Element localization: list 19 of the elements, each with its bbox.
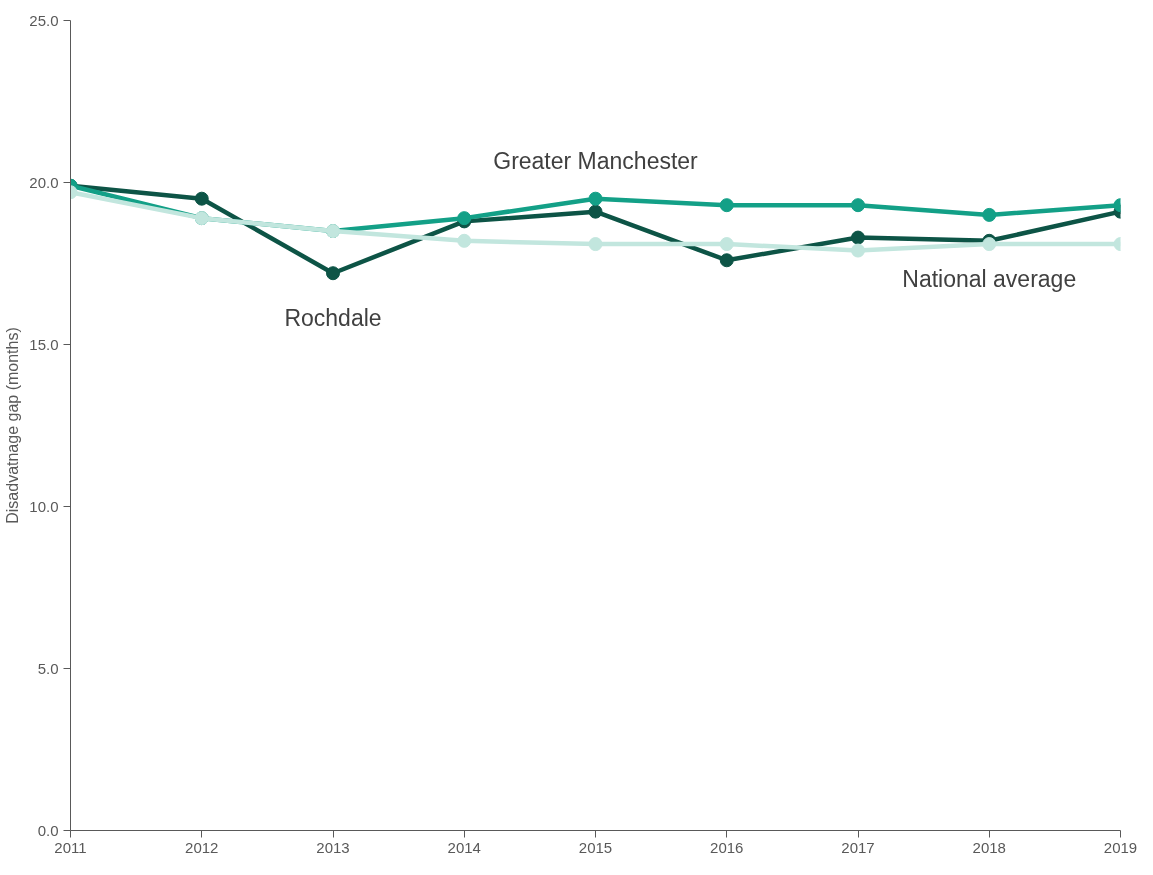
x-tick-label: 2012 (185, 838, 219, 856)
x-tick-label: 2013 (316, 838, 350, 856)
x-tick-label: 2015 (578, 838, 613, 856)
series-label: Greater Manchester (493, 147, 699, 174)
y-tick-label: 15.0 (29, 335, 59, 353)
y-axis-title: Disadvatnage gap (months) (4, 327, 22, 524)
x-tick-label: 2011 (54, 838, 87, 856)
x-tick-label: 2019 (1103, 838, 1138, 856)
series-label: Rochdale (284, 305, 382, 332)
series-label: National average (902, 266, 1077, 293)
y-tick-label: 5.0 (37, 659, 59, 677)
y-tick-label: 0.0 (37, 821, 59, 839)
y-tick-label: 25.0 (29, 11, 59, 29)
x-tick-label: 2017 (841, 838, 875, 856)
x-tick-label: 2014 (447, 838, 481, 856)
y-tick-label: 20.0 (29, 173, 59, 191)
x-tick-label: 2016 (710, 838, 744, 856)
y-tick-label: 10.0 (29, 497, 59, 515)
x-tick-label: 2018 (972, 838, 1006, 856)
